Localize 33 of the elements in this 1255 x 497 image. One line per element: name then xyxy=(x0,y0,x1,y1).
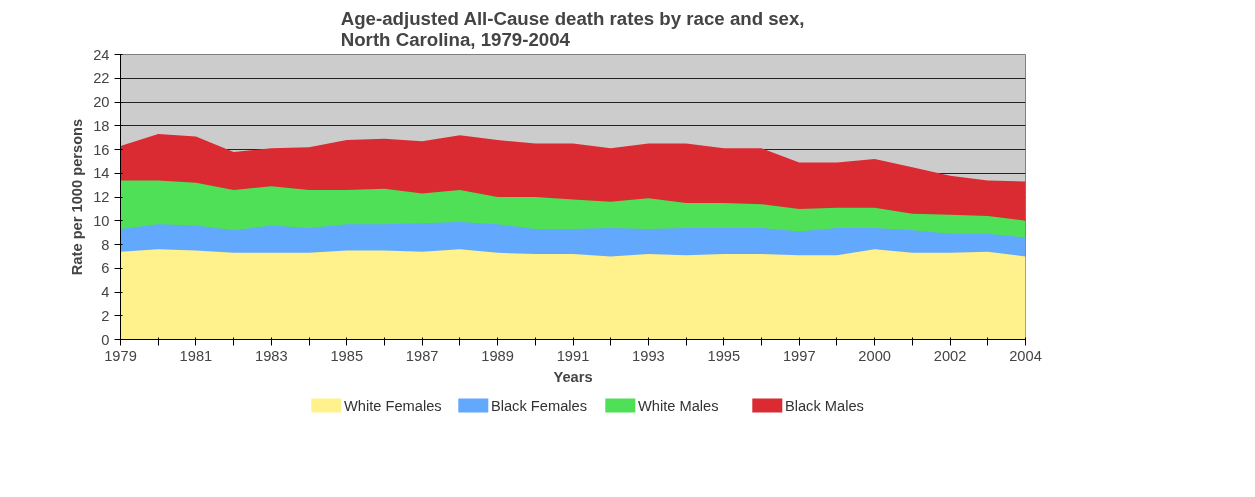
x-axis-title: Years xyxy=(553,368,593,385)
y-tick-label: 18 xyxy=(93,117,110,134)
chart-title: Age-adjusted All-Cause death rates by race and sex, North Carolina, 1979-2004 xyxy=(340,7,805,50)
x-tick-label: 1991 xyxy=(556,347,590,364)
legend-label: White Females xyxy=(343,397,442,414)
x-tick-label: 1985 xyxy=(330,347,364,364)
y-tick-label: 6 xyxy=(101,260,110,277)
x-tick-label: 1979 xyxy=(104,347,137,364)
legend-label: Black Males xyxy=(784,397,864,414)
legend-label: White Males xyxy=(637,397,719,414)
x-tick-label: 1981 xyxy=(179,347,213,364)
y-tick-label: 14 xyxy=(93,165,110,182)
y-axis-title: Rate per 1000 persons xyxy=(69,118,86,276)
y-tick-label: 2 xyxy=(101,307,110,324)
x-tick-label: 1983 xyxy=(255,347,288,364)
y-tick-label: 10 xyxy=(93,212,110,229)
y-tick-label: 16 xyxy=(93,141,110,158)
y-tick-label: 22 xyxy=(93,70,110,87)
x-tick-label: 2004 xyxy=(1009,347,1042,364)
x-tick-label: 1993 xyxy=(632,347,665,364)
x-tick-label: 1997 xyxy=(782,347,816,364)
y-tick-label: 8 xyxy=(101,236,110,253)
legend-label: Black Females xyxy=(490,397,588,414)
y-tick-label: 20 xyxy=(93,94,110,110)
y-tick-label: 12 xyxy=(93,189,110,205)
y-tick-label: 4 xyxy=(101,284,110,300)
x-tick-label: 1987 xyxy=(405,347,439,364)
y-tick-label: 0 xyxy=(101,331,110,348)
x-tick-label: 1995 xyxy=(707,347,741,364)
x-tick-label: 2000 xyxy=(858,347,891,364)
x-tick-label: 2002 xyxy=(933,347,967,364)
x-tick-label: 1989 xyxy=(481,347,514,364)
y-tick-label: 24 xyxy=(93,46,110,63)
